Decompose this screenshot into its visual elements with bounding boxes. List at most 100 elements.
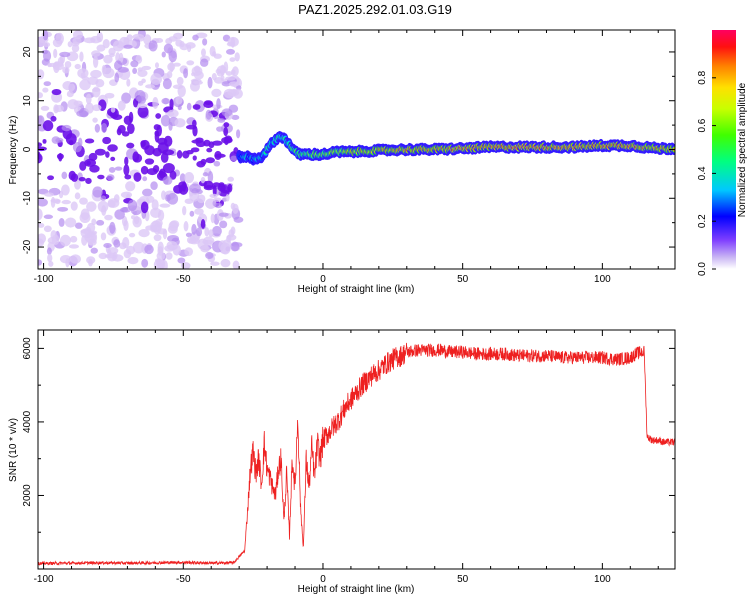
spectrogram-noise-cell	[70, 201, 78, 211]
x-tick-label: 50	[457, 274, 469, 285]
spectrogram-noise-cell	[47, 175, 55, 181]
spectrogram-noise-cell	[117, 125, 126, 134]
spectrogram-noise-cell	[122, 237, 130, 249]
spectrogram-noise-cell	[150, 73, 162, 85]
spectrogram-noise-cell	[65, 133, 77, 145]
spectrogram-noise-cell	[212, 50, 217, 57]
spectrogram-noise-cell	[114, 209, 125, 220]
y-tick-label: 4000	[22, 410, 33, 433]
spectrogram-noise-cell	[203, 185, 214, 191]
spectrogram-noise-cell	[202, 38, 208, 46]
spectrogram-noise-cell	[220, 64, 226, 76]
spectrogram-noise-cell	[230, 155, 238, 162]
spectrogram-noise-cell	[53, 48, 58, 59]
spectrogram-noise-cell	[94, 123, 101, 133]
spectrogram-noise-cell	[161, 98, 170, 105]
spectrogram-noise-cell	[155, 38, 164, 44]
spectrogram-noise-cell	[144, 244, 154, 255]
y-tick-label: -20	[22, 239, 33, 254]
spectrogram-noise-cell	[112, 40, 124, 52]
spectrogram-noise-cell	[97, 200, 109, 213]
spectrogram-noise-cell	[83, 37, 96, 44]
spectrogram-noise-cell	[113, 239, 121, 248]
colorbar-tick-label: 0.8	[697, 70, 708, 84]
spectrogram-noise-cell	[141, 78, 146, 84]
spectrogram-noise-cell	[113, 60, 123, 71]
spectrogram-noise-cell	[41, 49, 48, 55]
spectrogram-noise-cell	[38, 259, 43, 266]
spectrogram-noise-cell	[189, 183, 201, 194]
spectrogram-noise-cell	[199, 58, 209, 67]
spectrogram-noise-cell	[225, 193, 230, 202]
spectrogram-noise-cell	[43, 42, 51, 48]
spectrogram-noise-cell	[182, 205, 187, 216]
spectrogram-noise-cell	[201, 48, 206, 57]
spectrogram-noise-cell	[142, 176, 148, 182]
snr-x-ticks: -100 -50 0 50 100	[34, 330, 659, 585]
spectrogram-noise-cell	[74, 222, 83, 229]
spectrogram-noise-cell	[140, 165, 149, 175]
spectrogram-noise-cell	[233, 216, 244, 223]
spectrogram-noise-cell	[204, 227, 210, 237]
spectrogram-noise-cell	[121, 92, 131, 104]
spectrogram-noise-cell	[107, 200, 116, 208]
spectrogram-noise-cell	[96, 219, 105, 226]
spectrogram-noise-cell	[104, 214, 113, 221]
spectrogram-noise-cell	[64, 217, 77, 228]
spectrogram-noise-cell	[126, 78, 131, 87]
spectrogram-noise-cell	[80, 208, 90, 221]
spectrogram-noise-cell	[92, 104, 102, 112]
spectrogram-noise-cell	[109, 221, 116, 234]
spectrogram-noise-cell	[150, 207, 162, 218]
snr-chart: -100 -50 0 50 100 2000 4000 6000 Height of str…	[8, 329, 676, 595]
spectrogram-noise-cell	[140, 201, 149, 214]
spectrogram-noise-cell	[140, 140, 146, 147]
spectrogram-noise-cell	[132, 33, 145, 40]
spectrogram-noise-cell	[216, 98, 221, 110]
spectrogram-noise-cell	[102, 136, 112, 145]
snr-y-ticks: 2000 4000 6000	[22, 337, 675, 570]
spectrogram-noise-cell	[234, 52, 240, 62]
spectrogram-noise-cell	[110, 156, 116, 161]
spectrogram-noise-cell	[193, 80, 203, 85]
spectrogram-noise-cell	[186, 102, 192, 111]
spectrogram-noise-cell	[166, 240, 178, 251]
spectrogram-x-ticks: -100 -50 0 50 100	[34, 30, 659, 285]
spectrogram-noise-cell	[167, 192, 179, 205]
spectrogram-noise-cell	[168, 50, 178, 63]
snr-series-line	[38, 342, 675, 567]
spectrogram-noise-cell	[161, 51, 166, 58]
spectrogram-noise-cell	[218, 212, 229, 217]
spectrogram-noise-cell	[74, 63, 81, 70]
spectrogram-noise-cell	[156, 251, 166, 261]
spectrogram-noise-cell	[184, 247, 194, 257]
spectrogram-noise-cell	[236, 129, 241, 139]
spectrogram-noise-cell	[152, 147, 162, 157]
spectrogram-noise-cell	[225, 48, 236, 55]
spectrogram-noise-cell	[169, 170, 177, 180]
spectrogram-noise-cell	[105, 151, 110, 158]
spectrogram-noise-cell	[54, 104, 65, 113]
spectrogram-y-axis-label: Frequency (Hz)	[8, 116, 19, 185]
spectrogram-noise-cell	[128, 232, 136, 238]
spectrogram-noise-cell	[108, 47, 116, 56]
spectrogram-noise-cell	[74, 192, 81, 200]
spectrogram-noise-cell	[86, 256, 96, 264]
spectrogram-noise-cell	[132, 67, 138, 75]
spectrogram-noise-cell	[220, 242, 231, 255]
spectrogram-noise-cell	[107, 144, 118, 152]
spectrogram-noise-cell	[168, 36, 178, 42]
spectrogram-noise-cell	[47, 63, 52, 68]
spectrogram-noise-cell	[178, 181, 187, 191]
spectrogram-noise-cell	[117, 100, 126, 111]
spectrogram-noise-cell	[209, 193, 218, 198]
spectrogram-noise-cell	[230, 226, 236, 235]
spectrogram-noise-cell	[43, 214, 54, 220]
spectrogram-noise-cell	[125, 181, 136, 192]
spectrogram-noise-cell	[52, 61, 64, 71]
spectrogram-noise-cell	[180, 262, 191, 269]
spectrogram-noise-cell	[91, 87, 101, 92]
spectrogram-noise-cell	[43, 225, 52, 233]
spectrogram-noise-cell	[184, 172, 195, 184]
